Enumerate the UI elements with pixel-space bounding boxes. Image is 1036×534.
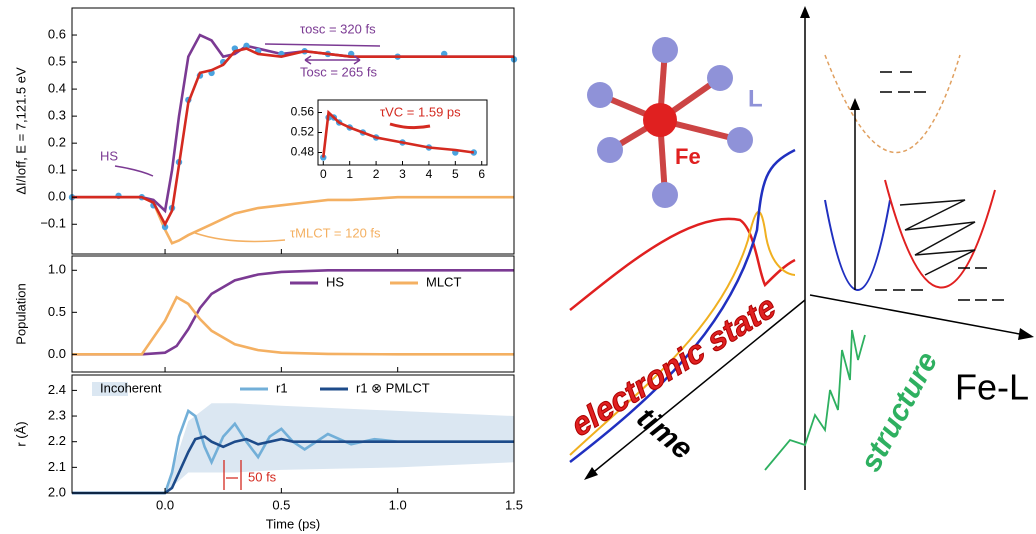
arrow — [800, 6, 810, 18]
y-tick-label: 2.2 — [48, 433, 66, 448]
legend-label: MLCT — [426, 274, 461, 289]
curve — [569, 210, 796, 456]
annotation-arrow — [304, 55, 361, 65]
plot-frame — [71, 255, 515, 373]
annotation-arrow — [264, 43, 381, 47]
curve — [884, 179, 996, 289]
x-tick-label: 0.0 — [156, 497, 174, 512]
annotation-arrow — [389, 122, 431, 130]
atom — [643, 103, 677, 137]
arrow — [850, 98, 860, 110]
y-tick-label: 2.4 — [48, 382, 66, 397]
structure-label: structure — [854, 347, 944, 477]
y-tick-label: 0.5 — [48, 304, 66, 319]
curve — [824, 199, 891, 291]
y-tick-label: 0.3 — [48, 108, 66, 123]
inset-x-tick-label: 6 — [478, 167, 485, 181]
annotation: HS — [100, 148, 118, 163]
axis — [809, 294, 1026, 336]
y-tick-label: 0.6 — [48, 26, 66, 41]
ligands — [587, 37, 753, 208]
x-axis-label: Time (ps) — [266, 516, 320, 531]
series-line — [72, 295, 514, 356]
atom — [727, 127, 753, 153]
plot-frame — [71, 374, 515, 494]
inset-x-tick-label: 3 — [399, 167, 406, 181]
incoherent-band — [165, 403, 515, 493]
y-tick-label: 1.0 — [48, 262, 66, 277]
inset-annotation: τVC = 1.59 ps — [380, 104, 461, 119]
legend-swatch — [92, 382, 128, 396]
y-axis-label: r (Å) — [13, 421, 28, 446]
legend-label: HS — [326, 274, 344, 289]
annotation: τosc = 320 fs — [300, 21, 376, 36]
y-tick-label: 2.0 — [48, 484, 66, 499]
legend-label: r1 ⊗ PMLCT — [356, 380, 430, 395]
inset-y-tick-label: 0.56 — [291, 105, 315, 119]
y-tick-label: 0.0 — [48, 189, 66, 204]
curve — [569, 148, 796, 463]
data-point — [243, 42, 250, 50]
inset-x-tick-label: 4 — [426, 167, 433, 181]
inset-x-tick-label: 1 — [346, 167, 353, 181]
x-tick-label: 0.5 — [272, 497, 290, 512]
levels — [875, 71, 1004, 301]
atom — [587, 82, 613, 108]
y-tick-label: 0.0 — [48, 346, 66, 361]
x-tick-label: 1.5 — [505, 497, 523, 512]
y-axis-label: Population — [13, 283, 28, 344]
ligand-label: L — [748, 85, 763, 112]
coordinate-label: Fe-L — [955, 367, 1029, 408]
y-tick-label: 2.3 — [48, 407, 66, 422]
legend-label: r1 — [276, 380, 288, 395]
arrow — [1018, 328, 1034, 340]
annotation: τMLCT = 120 fs — [290, 225, 381, 240]
annotation-arrow — [194, 232, 286, 243]
atom — [597, 137, 623, 163]
series-line — [72, 268, 514, 356]
arrow — [584, 467, 598, 480]
diagram: L Fe electronic state time structure Fe-… — [567, 6, 1034, 490]
legend-label: Incoherent — [100, 380, 162, 395]
inset-x-tick-label: 0 — [320, 167, 327, 181]
plot-frame — [71, 7, 515, 255]
atom — [652, 37, 678, 63]
metal-label: Fe — [675, 144, 701, 169]
y-tick-label: 0.1 — [48, 162, 66, 177]
atom — [652, 182, 678, 208]
inset-y-tick-label: 0.48 — [291, 145, 315, 159]
curve — [824, 54, 961, 154]
annotation-arrow — [114, 165, 154, 177]
curve — [899, 199, 976, 276]
curve — [764, 329, 866, 471]
inset-bg — [317, 99, 488, 166]
inset-x-tick-label: 5 — [452, 167, 459, 181]
axis — [589, 299, 806, 476]
inset-x-tick-label: 2 — [373, 167, 380, 181]
series-line — [321, 109, 474, 158]
y-tick-label: 0.5 — [48, 54, 66, 69]
series-line — [72, 47, 514, 228]
x-tick-label: 1.0 — [389, 497, 407, 512]
y-tick-label: 2.1 — [48, 459, 66, 474]
annotation: 50 fs — [248, 469, 277, 484]
series-line — [72, 435, 514, 495]
time-label: time — [630, 401, 698, 466]
atom — [707, 65, 733, 91]
y-tick-label: 0.4 — [48, 81, 66, 96]
curve — [569, 217, 796, 311]
annotation-marker — [223, 460, 242, 490]
annotation: Tosc = 265 fs — [300, 64, 377, 79]
y-axis-label: ΔI/Ioff, E = 7,121.5 eV — [13, 67, 28, 195]
y-tick-label: 0.2 — [48, 135, 66, 150]
inset-y-tick-label: 0.52 — [291, 125, 315, 139]
y-tick-label: −0.1 — [40, 216, 66, 231]
